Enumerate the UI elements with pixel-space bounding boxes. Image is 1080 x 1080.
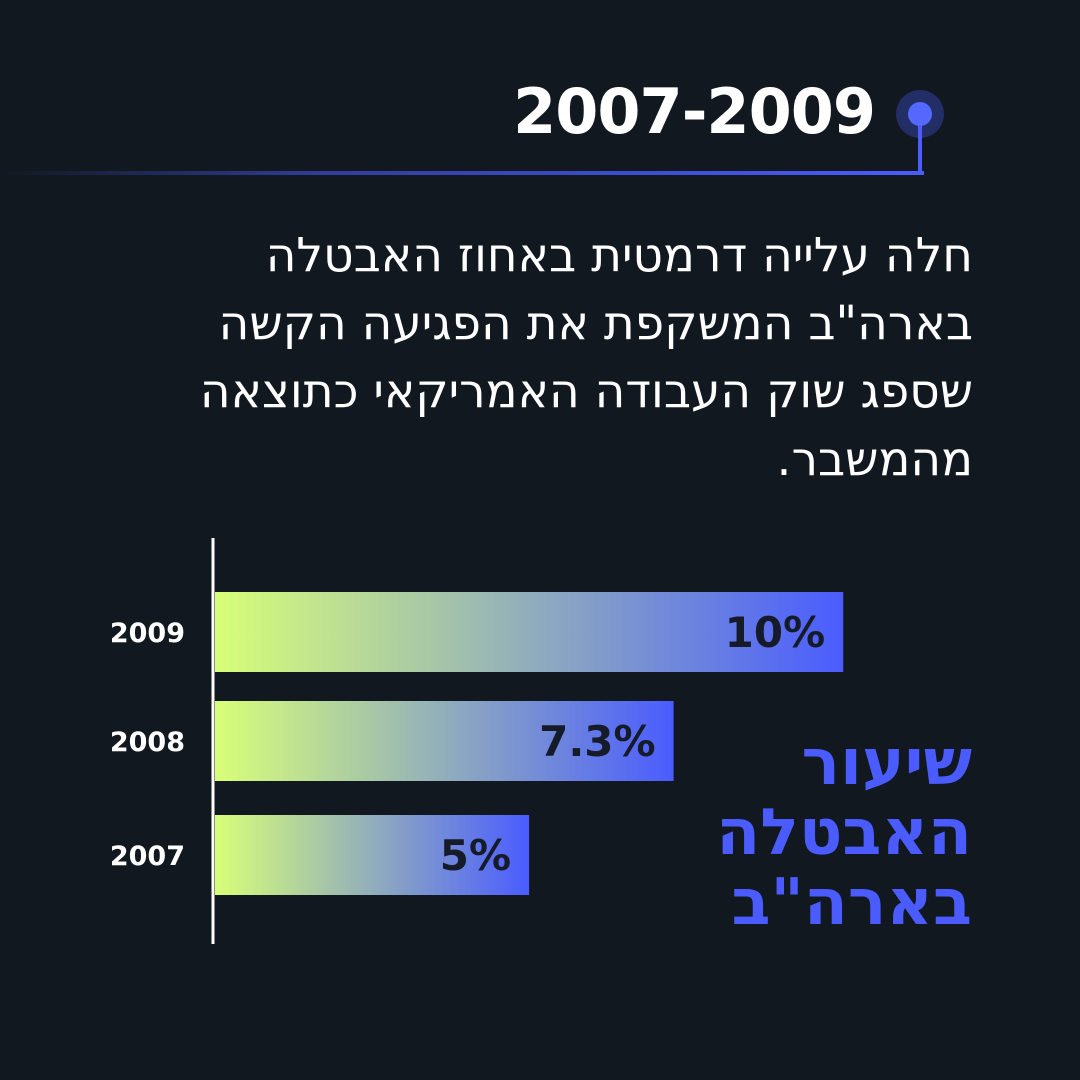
bar-2008 xyxy=(215,701,674,781)
timeline-line xyxy=(0,171,924,175)
bar-2007 xyxy=(215,815,530,895)
bar-2009 xyxy=(215,592,844,672)
value-label-2007: 5% xyxy=(440,831,511,880)
bars-layer: 2009 10% 2008 7.3% 2007 5% xyxy=(110,592,844,895)
timeline-dot xyxy=(908,102,932,126)
value-label-2009: 10% xyxy=(725,608,826,657)
tick-label-2008: 2008 xyxy=(110,727,185,758)
tick-label-2007: 2007 xyxy=(110,841,185,872)
description-paragraph: חלה עלייה דרמטית באחוז האבטלה בארה"ב המש… xyxy=(199,228,973,487)
timeline-connector xyxy=(918,120,922,175)
value-label-2008: 7.3% xyxy=(539,717,655,766)
year-range-title: 2007-2009 xyxy=(513,75,876,148)
chart-title: שיעור האבטלה בארה"ב xyxy=(716,726,972,940)
tick-label-2009: 2009 xyxy=(110,618,185,649)
